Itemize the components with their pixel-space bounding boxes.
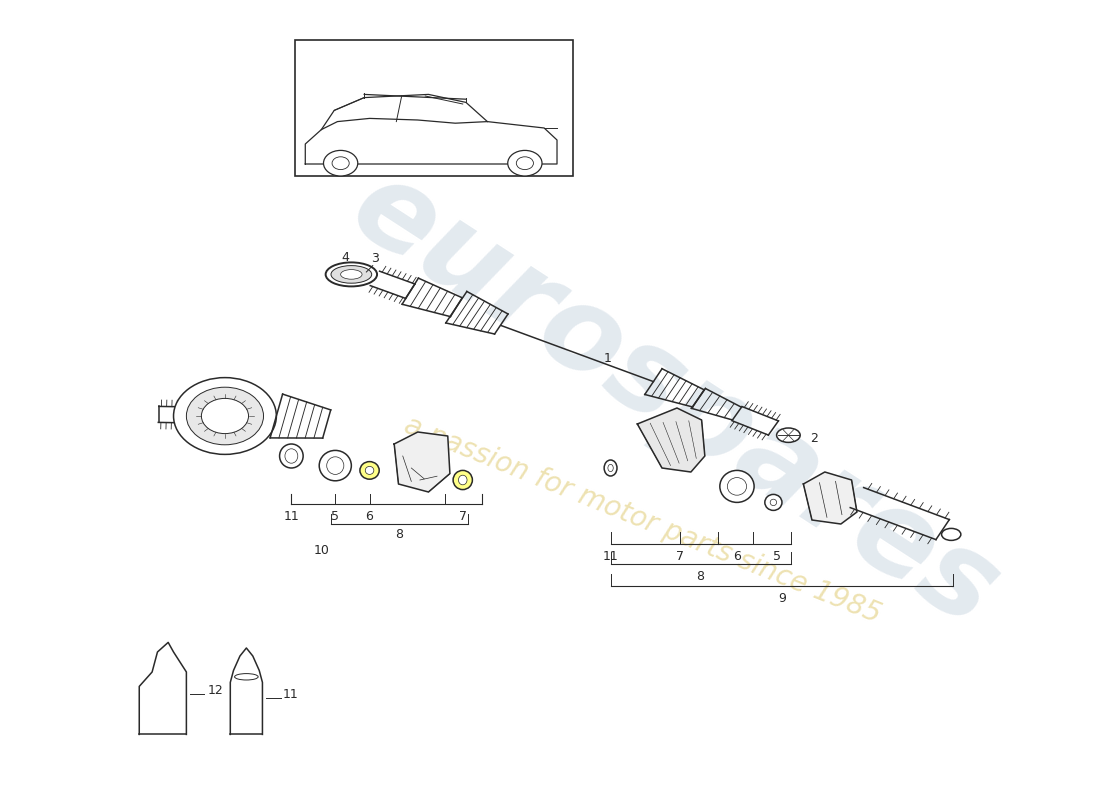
Ellipse shape [327, 457, 344, 474]
Ellipse shape [604, 460, 617, 476]
Ellipse shape [326, 262, 377, 286]
Text: 10: 10 [314, 544, 329, 558]
Ellipse shape [365, 466, 374, 474]
Circle shape [332, 157, 349, 170]
Circle shape [201, 398, 249, 434]
Text: 6: 6 [733, 550, 741, 563]
Ellipse shape [341, 270, 362, 279]
Ellipse shape [777, 428, 800, 442]
Polygon shape [803, 472, 857, 524]
Ellipse shape [319, 450, 351, 481]
Ellipse shape [764, 494, 782, 510]
Text: 9: 9 [778, 591, 785, 605]
Circle shape [508, 150, 542, 176]
Text: 11: 11 [283, 688, 298, 702]
Text: 7: 7 [459, 510, 466, 523]
Text: 5: 5 [331, 510, 339, 523]
Circle shape [186, 387, 264, 445]
Ellipse shape [719, 470, 755, 502]
Ellipse shape [331, 266, 372, 283]
Polygon shape [394, 432, 450, 492]
Text: a passion for motor parts since 1985: a passion for motor parts since 1985 [400, 411, 886, 629]
Circle shape [174, 378, 276, 454]
Text: 8: 8 [395, 529, 403, 542]
Text: 11: 11 [284, 510, 299, 523]
Ellipse shape [453, 470, 472, 490]
Text: 7: 7 [676, 550, 684, 563]
Bar [295, 40, 573, 176]
Text: eurospares: eurospares [331, 149, 1019, 651]
Text: 8: 8 [696, 570, 705, 583]
Ellipse shape [279, 444, 304, 468]
Ellipse shape [608, 464, 614, 472]
Ellipse shape [727, 478, 747, 495]
Text: 4: 4 [341, 250, 349, 264]
Circle shape [516, 157, 534, 170]
Text: 5: 5 [772, 550, 781, 563]
Ellipse shape [360, 462, 379, 479]
Ellipse shape [942, 528, 960, 541]
Text: 1: 1 [604, 352, 612, 366]
Text: 2: 2 [811, 431, 818, 445]
Text: 6: 6 [365, 510, 374, 523]
Ellipse shape [459, 475, 468, 485]
Ellipse shape [285, 449, 298, 463]
Text: 3: 3 [371, 253, 378, 266]
Polygon shape [230, 648, 263, 734]
Ellipse shape [770, 499, 777, 506]
Ellipse shape [234, 674, 258, 680]
Text: 12: 12 [208, 684, 223, 698]
Polygon shape [637, 408, 705, 472]
Text: 11: 11 [603, 550, 618, 563]
Polygon shape [140, 642, 186, 734]
Circle shape [323, 150, 358, 176]
